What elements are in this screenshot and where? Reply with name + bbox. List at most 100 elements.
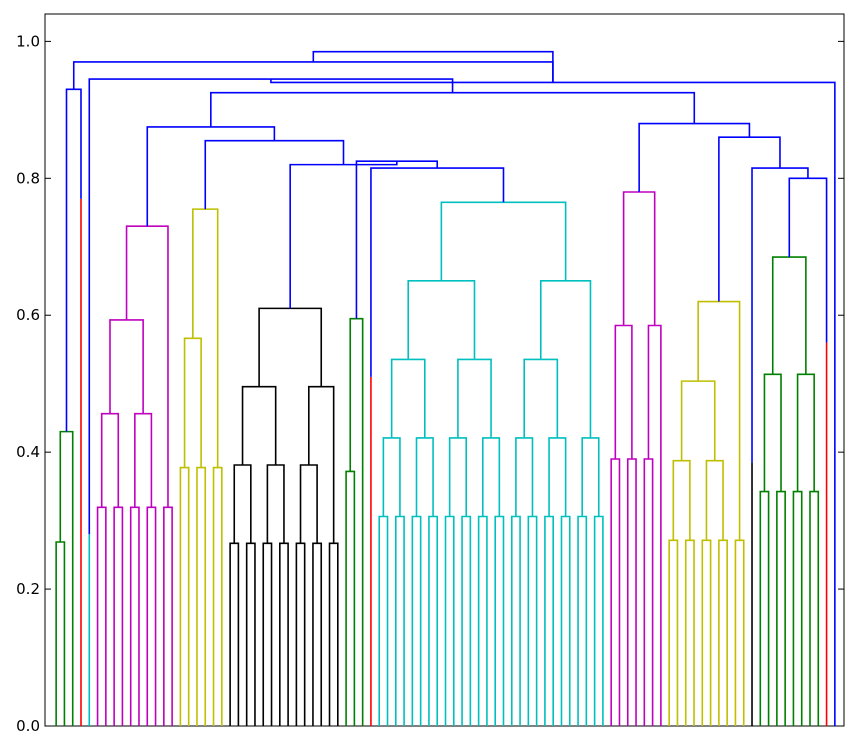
cluster-magenta-right-link-3-0 xyxy=(622,191,656,326)
cluster-black-main-link-1-2 xyxy=(245,542,256,726)
cluster-cyan-main-link-2-8 xyxy=(515,437,534,517)
cluster-magenta-left-link-2-2 xyxy=(134,412,153,508)
cluster-olive-right-link-1-4 xyxy=(701,539,712,726)
cluster-magenta-right-link-1-4 xyxy=(643,458,654,726)
cluster-cyan-main-link-1-10 xyxy=(461,515,472,726)
y-axis: 0.0 0.2 0.4 0.6 0.8 1.0 xyxy=(16,32,844,735)
cluster-cyan-main-link-2-10 xyxy=(548,437,567,517)
cluster-magenta-left-link-1-0 xyxy=(96,506,107,726)
cluster-magenta-left-link-1-6 xyxy=(146,506,157,726)
cluster-cyan-main-link-2-6 xyxy=(481,437,501,517)
cluster-black-main-link-1-6 xyxy=(279,542,289,726)
cluster-cyan-main-link-4-2 xyxy=(539,280,592,438)
cluster-black-main-link-4-0 xyxy=(258,307,323,387)
cluster-magenta-right-link-2-0 xyxy=(614,324,633,459)
cluster-cyan-main-link-1-4 xyxy=(411,515,422,726)
merge-olive-black-green xyxy=(718,136,781,302)
cluster-cyan-main-link-1-18 xyxy=(527,515,538,726)
cluster-cyan-main-link-1-22 xyxy=(560,515,571,726)
merge-green-red-right xyxy=(788,177,828,343)
y-tick-label-3: 0.6 xyxy=(16,306,40,324)
cluster-cyan-main-link-1-24 xyxy=(577,515,588,726)
cluster-cyan-main-link-1-26 xyxy=(593,515,604,726)
cluster-olive-left-link-1-4 xyxy=(212,466,223,726)
cluster-magenta-left-link-1-4 xyxy=(129,506,140,726)
cluster-cyan-main-link-2-12 xyxy=(581,437,600,517)
cluster-green-right-link-2-0 xyxy=(763,373,782,492)
merge-cyan-red xyxy=(370,167,505,377)
y-tick-label-2: 0.4 xyxy=(16,443,40,461)
cluster-cyan-main-link-1-0 xyxy=(378,515,389,726)
cluster-cyan-main-link-4-0 xyxy=(407,280,476,360)
cluster-green-right-link-1-6 xyxy=(809,490,820,726)
cluster-cyan-main-link-2-4 xyxy=(448,437,468,517)
cluster-magenta-left-link-2-0 xyxy=(100,412,120,508)
cluster-black-main-link-2-2 xyxy=(266,464,285,544)
cluster-olive-right-link-1-6 xyxy=(718,539,728,726)
cluster-green-right-link-1-0 xyxy=(759,490,770,726)
cluster-green-right-link-3-0 xyxy=(771,256,807,375)
cluster-magenta-right-link-1-0 xyxy=(610,458,621,726)
cluster-green-left-link-1-0 xyxy=(55,541,66,726)
cluster-black-main-link-1-4 xyxy=(262,542,273,726)
cluster-cyan-main-link-1-6 xyxy=(428,515,439,726)
y-tick-label-0: 0.0 xyxy=(16,717,40,735)
cluster-cyan-main-link-1-16 xyxy=(510,515,521,726)
merge-green-cyan xyxy=(355,160,439,319)
cluster-olive-left-link-1-0 xyxy=(179,466,190,726)
cluster-cyan-main-link-1-8 xyxy=(444,515,455,726)
cluster-olive-right-link-2-0 xyxy=(672,459,691,541)
cluster-cyan-main-link-3-4 xyxy=(523,358,559,438)
cluster-cyan-main-link-1-12 xyxy=(477,515,488,726)
cluster-green-mid-link-2-0 xyxy=(349,317,364,726)
merge-olive-black xyxy=(204,139,345,210)
cluster-olive-right-link-3-0 xyxy=(680,380,716,461)
cluster-cyan-main-link-1-14 xyxy=(494,515,505,726)
cluster-black-main-link-2-0 xyxy=(233,464,252,544)
merge-upper-middle xyxy=(88,78,454,535)
y-tick-label-4: 0.8 xyxy=(16,169,40,187)
cluster-black-main-link-1-10 xyxy=(312,542,323,726)
cluster-magenta-left-link-4-0 xyxy=(125,225,169,508)
cluster-black-main-link-2-4 xyxy=(299,464,318,544)
cluster-green-left-link-2-0 xyxy=(59,430,74,726)
cluster-magenta-left-link-3-0 xyxy=(109,319,144,414)
cluster-olive-right-link-2-2 xyxy=(705,459,724,541)
merge-left-join xyxy=(72,61,554,90)
y-tick-label-1: 0.2 xyxy=(16,580,40,598)
cluster-cyan-main-link-3-2 xyxy=(457,358,492,438)
cluster-black-main-link-1-0 xyxy=(229,542,240,726)
cluster-black-main-link-3-2 xyxy=(308,385,335,544)
plot-area-frame xyxy=(44,13,845,727)
cluster-magenta-left-link-1-2 xyxy=(113,506,124,726)
cluster-olive-left-link-1-2 xyxy=(196,466,207,726)
cluster-black-main-link-3-0 xyxy=(241,385,277,465)
merge-magenta-right-merge xyxy=(638,122,751,192)
cluster-olive-right-link-1-0 xyxy=(668,539,679,726)
cluster-olive-left-link-2-0 xyxy=(183,337,202,468)
y-tick-label-5: 1.0 xyxy=(16,32,40,50)
cluster-black-main-link-1-12 xyxy=(328,542,339,726)
cluster-magenta-right-link-2-2 xyxy=(647,324,662,726)
merge-magenta-olive xyxy=(146,126,276,227)
cluster-cyan-main-link-2-2 xyxy=(415,437,434,517)
merge-green-red-left xyxy=(65,88,82,432)
cluster-magenta-left-link-1-8 xyxy=(163,506,173,726)
cluster-green-right-link-1-4 xyxy=(792,490,803,726)
cluster-cyan-main-link-1-20 xyxy=(544,515,554,726)
merge-root xyxy=(312,50,554,83)
merge-black-green xyxy=(751,167,809,463)
cluster-cyan-main-link-1-2 xyxy=(394,515,405,726)
cluster-magenta-right-link-1-2 xyxy=(626,458,637,726)
cluster-cyan-main-link-5-0 xyxy=(440,201,567,281)
cluster-cyan-main-link-2-0 xyxy=(382,437,401,517)
merge-middle-major xyxy=(210,91,696,127)
cluster-cyan-main-link-3-0 xyxy=(390,358,426,438)
cluster-black-main-link-1-8 xyxy=(295,542,306,726)
merge-black-rest xyxy=(289,161,398,309)
cluster-green-right-link-2-2 xyxy=(796,373,815,492)
cluster-olive-right-link-4-0 xyxy=(697,300,741,541)
cluster-olive-right-link-1-8 xyxy=(734,539,745,726)
cluster-olive-right-link-1-2 xyxy=(684,539,695,726)
